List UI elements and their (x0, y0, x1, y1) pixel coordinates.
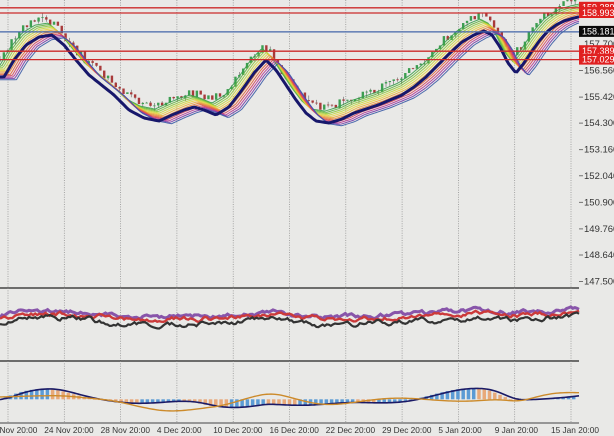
svg-text:148.640: 148.640 (584, 250, 614, 261)
svg-text:29 Dec 20:00: 29 Dec 20:00 (382, 425, 432, 435)
svg-text:158.993: 158.993 (582, 8, 614, 18)
svg-text:4 Dec 20:00: 4 Dec 20:00 (157, 425, 202, 435)
svg-text:156.560: 156.560 (584, 66, 614, 77)
svg-text:155.420: 155.420 (584, 92, 614, 103)
svg-text:150.900: 150.900 (584, 197, 614, 208)
svg-text:149.760: 149.760 (584, 224, 614, 235)
svg-text:16 Dec 20:00: 16 Dec 20:00 (270, 425, 320, 435)
svg-text:22 Dec 20:00: 22 Dec 20:00 (326, 425, 376, 435)
svg-text:147.500: 147.500 (584, 277, 614, 288)
svg-text:157.029: 157.029 (582, 54, 614, 64)
svg-text:18 Nov 20:00: 18 Nov 20:00 (0, 425, 38, 435)
svg-text:154.300: 154.300 (584, 118, 614, 129)
svg-text:15 Jan 20:00: 15 Jan 20:00 (551, 425, 599, 435)
svg-text:5 Jan 20:00: 5 Jan 20:00 (438, 425, 482, 435)
svg-text:9 Jan 20:00: 9 Jan 20:00 (495, 425, 539, 435)
svg-text:152.040: 152.040 (584, 171, 614, 182)
svg-text:10 Dec 20:00: 10 Dec 20:00 (213, 425, 263, 435)
svg-text:28 Nov 20:00: 28 Nov 20:00 (101, 425, 151, 435)
svg-text:153.160: 153.160 (584, 145, 614, 156)
svg-text:158.181: 158.181 (582, 27, 614, 37)
svg-text:24 Nov 20:00: 24 Nov 20:00 (44, 425, 94, 435)
